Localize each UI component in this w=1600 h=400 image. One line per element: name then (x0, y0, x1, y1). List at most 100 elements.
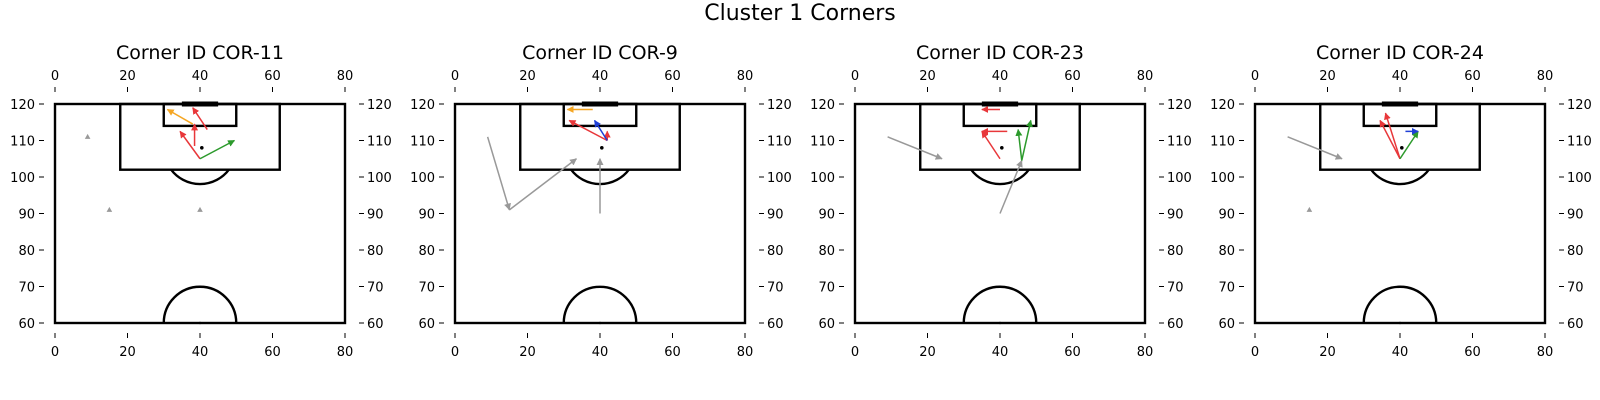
x-tick-label-bottom: 80 (337, 345, 354, 360)
x-tick-label-bottom: 20 (1319, 345, 1336, 360)
y-tick-label-left: 70 (418, 281, 435, 296)
chart-panel-2: Corner ID COR-9 0 0 20 20 40 40 60 60 80 80 60 60 70 7… (410, 42, 792, 360)
y-tick-label-right: 80 (1567, 244, 1584, 259)
x-tick-label-top: 20 (119, 69, 136, 84)
x-tick-label-bottom: 40 (1392, 345, 1409, 360)
pass-arrow-red (981, 130, 1001, 160)
pass-arrow-green (199, 139, 236, 160)
x-tick-label-top: 60 (664, 69, 681, 84)
penalty-box (119, 102, 281, 171)
y-tick-label-right: 120 (767, 98, 792, 113)
x-tick-label-bottom: 20 (519, 345, 536, 360)
y-tick-label-left: 60 (418, 317, 435, 332)
y-tick-label-left: 100 (10, 171, 35, 186)
x-tick-label-bottom: 0 (851, 345, 859, 360)
y-tick-label-right: 100 (767, 171, 792, 186)
y-tick-label-right: 110 (767, 135, 792, 150)
y-tick-label-left: 70 (18, 281, 35, 296)
x-tick-label-top: 20 (519, 69, 536, 84)
x-tick-label-bottom: 40 (592, 345, 609, 360)
x-tick-label-bottom: 80 (1137, 345, 1154, 360)
y-tick-label-right: 100 (1167, 171, 1192, 186)
y-tick-label-right: 60 (367, 317, 384, 332)
x-tick-label-bottom: 60 (264, 345, 281, 360)
pass-arrow-green (1015, 128, 1023, 161)
y-tick-label-left: 100 (810, 171, 835, 186)
x-tick-label-top: 0 (1251, 69, 1259, 84)
x-tick-label-top: 0 (51, 69, 59, 84)
penalty-box (1319, 102, 1481, 171)
y-tick-label-right: 110 (1167, 135, 1192, 150)
ball-marker (1400, 146, 1404, 150)
centre-circle (1362, 285, 1438, 324)
y-tick-label-right: 70 (1167, 281, 1184, 296)
y-tick-label-right: 100 (1567, 171, 1592, 186)
y-tick-label-left: 90 (1218, 208, 1235, 223)
centre-spot (198, 321, 202, 325)
x-tick-label-top: 60 (1064, 69, 1081, 84)
y-tick-label-left: 90 (418, 208, 435, 223)
pass-arrow-red (568, 119, 608, 142)
x-tick-label-bottom: 80 (1537, 345, 1554, 360)
six-yard-box (1362, 102, 1438, 128)
y-tick-label-left: 90 (818, 208, 835, 223)
x-tick-label-top: 20 (1319, 69, 1336, 84)
y-tick-label-right: 100 (367, 171, 392, 186)
y-tick-label-right: 70 (767, 281, 784, 296)
x-tick-label-top: 40 (992, 69, 1009, 84)
x-tick-label-bottom: 80 (737, 345, 754, 360)
y-tick-label-right: 80 (767, 244, 784, 259)
x-tick-label-bottom: 40 (192, 345, 209, 360)
pass-arrow-grey (999, 159, 1023, 214)
pass-arrow-red (192, 107, 208, 130)
panel-title: Corner ID COR-23 (916, 42, 1084, 64)
y-tick-label-left: 60 (1218, 317, 1235, 332)
y-tick-label-left: 80 (418, 244, 435, 259)
pitch (1253, 101, 1547, 325)
x-tick-label-bottom: 20 (119, 345, 136, 360)
penalty-arc (970, 168, 1030, 186)
y-tick-label-left: 80 (818, 244, 835, 259)
centre-spot (1398, 321, 1402, 325)
y-tick-label-right: 60 (1567, 317, 1584, 332)
chart-panel-1: Corner ID COR-11 0 0 20 20 40 40 60 60 80 80 60 60 70… (10, 42, 392, 360)
x-tick-label-top: 20 (919, 69, 936, 84)
penalty-arc (1370, 168, 1430, 186)
pitch-outline (53, 102, 347, 325)
y-tick-label-left: 120 (410, 98, 435, 113)
y-tick-label-right: 70 (367, 281, 384, 296)
x-tick-label-top: 80 (337, 69, 354, 84)
ball-marker (1000, 146, 1004, 150)
x-tick-label-bottom: 60 (664, 345, 681, 360)
penalty-arc (170, 168, 230, 186)
y-tick-label-right: 70 (1567, 281, 1584, 296)
panel-title: Corner ID COR-24 (1316, 42, 1484, 64)
x-tick-label-bottom: 0 (1251, 345, 1259, 360)
centre-circle (962, 285, 1038, 324)
y-tick-label-left: 100 (1210, 171, 1235, 186)
y-tick-label-right: 120 (1167, 98, 1192, 113)
centre-circle (562, 285, 638, 324)
pass-arrow-red (1384, 112, 1401, 159)
panel-title: Corner ID COR-9 (522, 42, 678, 64)
pass-arrow-red (179, 130, 201, 160)
y-tick-label-right: 80 (367, 244, 384, 259)
y-tick-label-left: 120 (10, 98, 35, 113)
x-tick-label-top: 80 (1137, 69, 1154, 84)
x-tick-label-top: 0 (851, 69, 859, 84)
panel-title: Corner ID COR-11 (116, 42, 284, 64)
y-tick-label-left: 100 (410, 171, 435, 186)
y-tick-label-left: 80 (1218, 244, 1235, 259)
y-tick-label-right: 60 (767, 317, 784, 332)
y-tick-label-right: 110 (1567, 135, 1592, 150)
player-marker (1306, 206, 1313, 212)
y-tick-label-right: 120 (1567, 98, 1592, 113)
pass-arrow-blue (593, 119, 608, 141)
figure-title: Cluster 1 Corners (704, 1, 896, 26)
y-tick-label-left: 70 (818, 281, 835, 296)
player-marker (106, 206, 113, 212)
x-tick-label-bottom: 60 (1064, 345, 1081, 360)
x-tick-label-top: 40 (592, 69, 609, 84)
pass-arrow-grey (508, 158, 577, 211)
